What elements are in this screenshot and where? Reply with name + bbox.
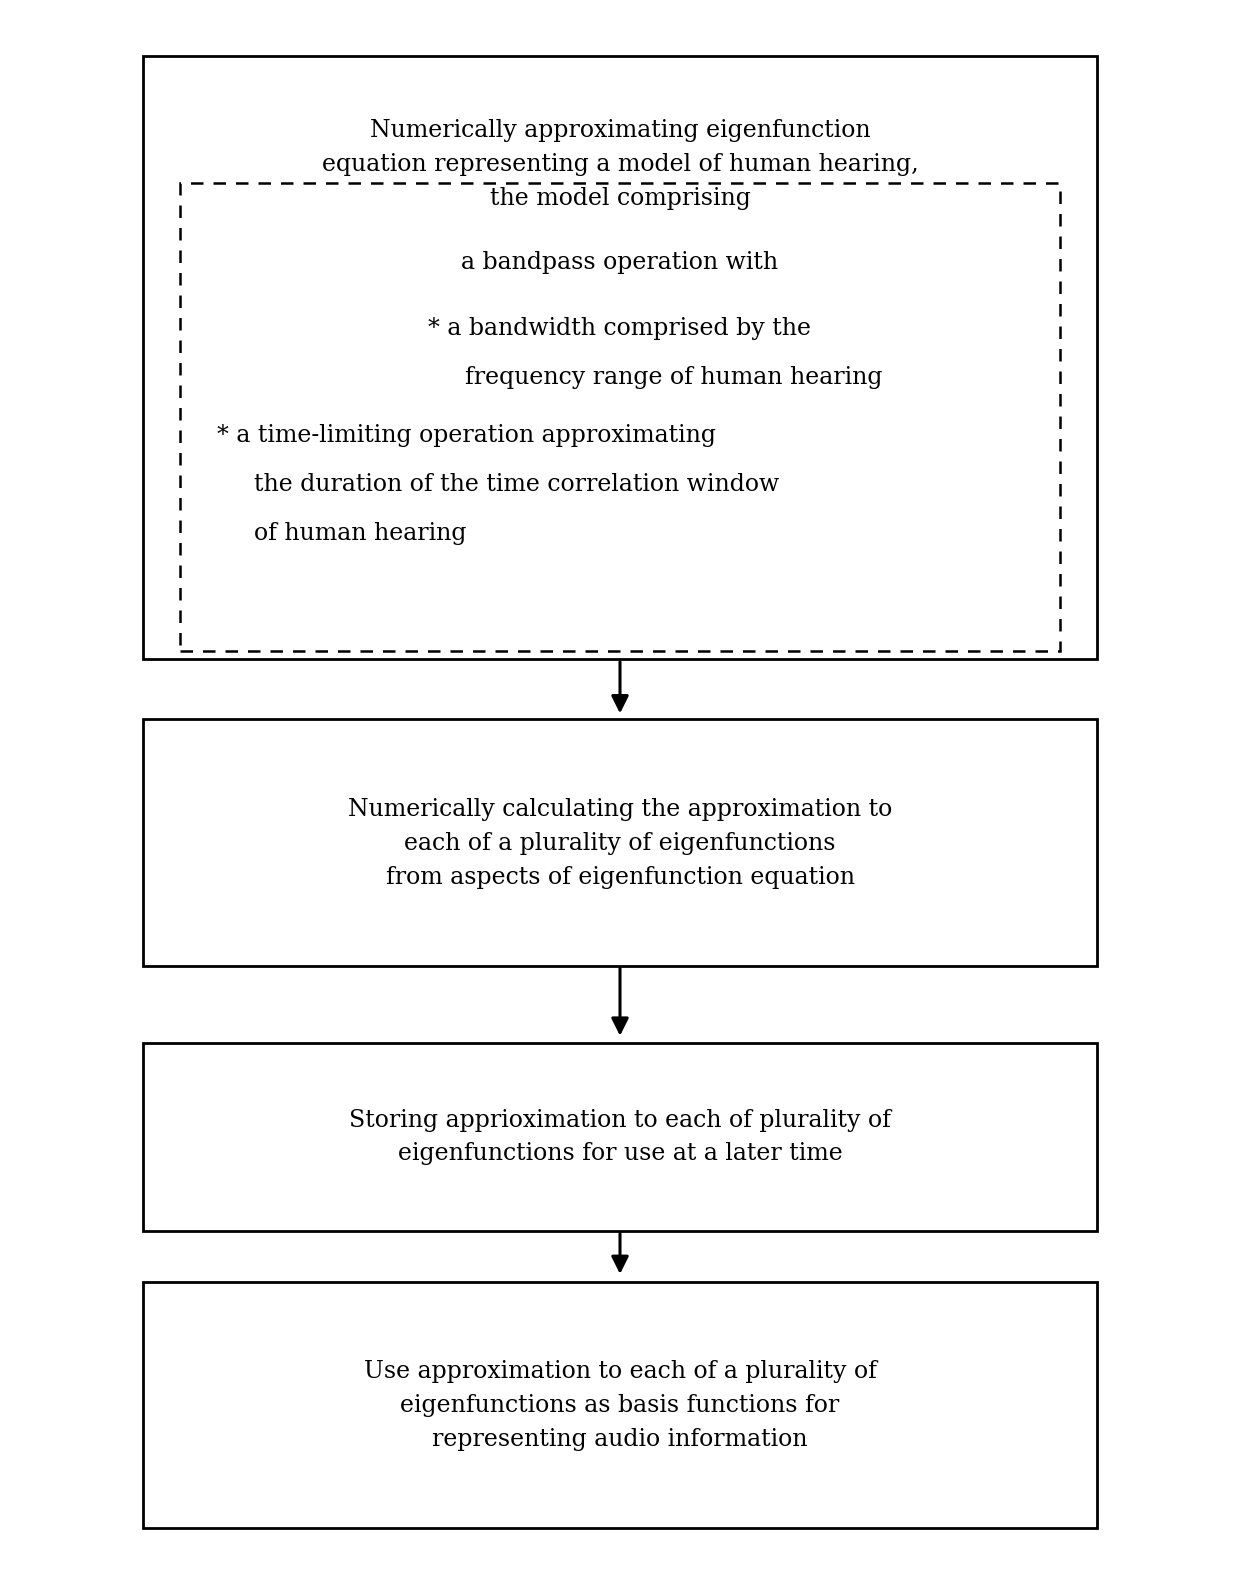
Bar — [143, 719, 1097, 966]
Bar — [143, 1282, 1097, 1528]
Bar — [180, 183, 1060, 651]
Text: Numerically calculating the approximation to
each of a plurality of eigenfunctio: Numerically calculating the approximatio… — [348, 797, 892, 889]
Text: * a time-limiting operation approximating: * a time-limiting operation approximatin… — [217, 424, 715, 446]
Bar — [143, 56, 1097, 659]
Text: Storing apprioximation to each of plurality of
eigenfunctions for use at a later: Storing apprioximation to each of plural… — [350, 1108, 890, 1166]
Text: Use approximation to each of a plurality of
eigenfunctions as basis functions fo: Use approximation to each of a plurality… — [363, 1359, 877, 1451]
Text: frequency range of human hearing: frequency range of human hearing — [465, 367, 883, 389]
Text: Numerically approximating eigenfunction
equation representing a model of human h: Numerically approximating eigenfunction … — [321, 119, 919, 210]
Text: * a bandwidth comprised by the: * a bandwidth comprised by the — [428, 318, 811, 340]
Text: of human hearing: of human hearing — [254, 522, 466, 545]
Bar — [143, 1043, 1097, 1231]
Text: the duration of the time correlation window: the duration of the time correlation win… — [254, 473, 780, 495]
Text: a bandpass operation with: a bandpass operation with — [461, 251, 779, 273]
